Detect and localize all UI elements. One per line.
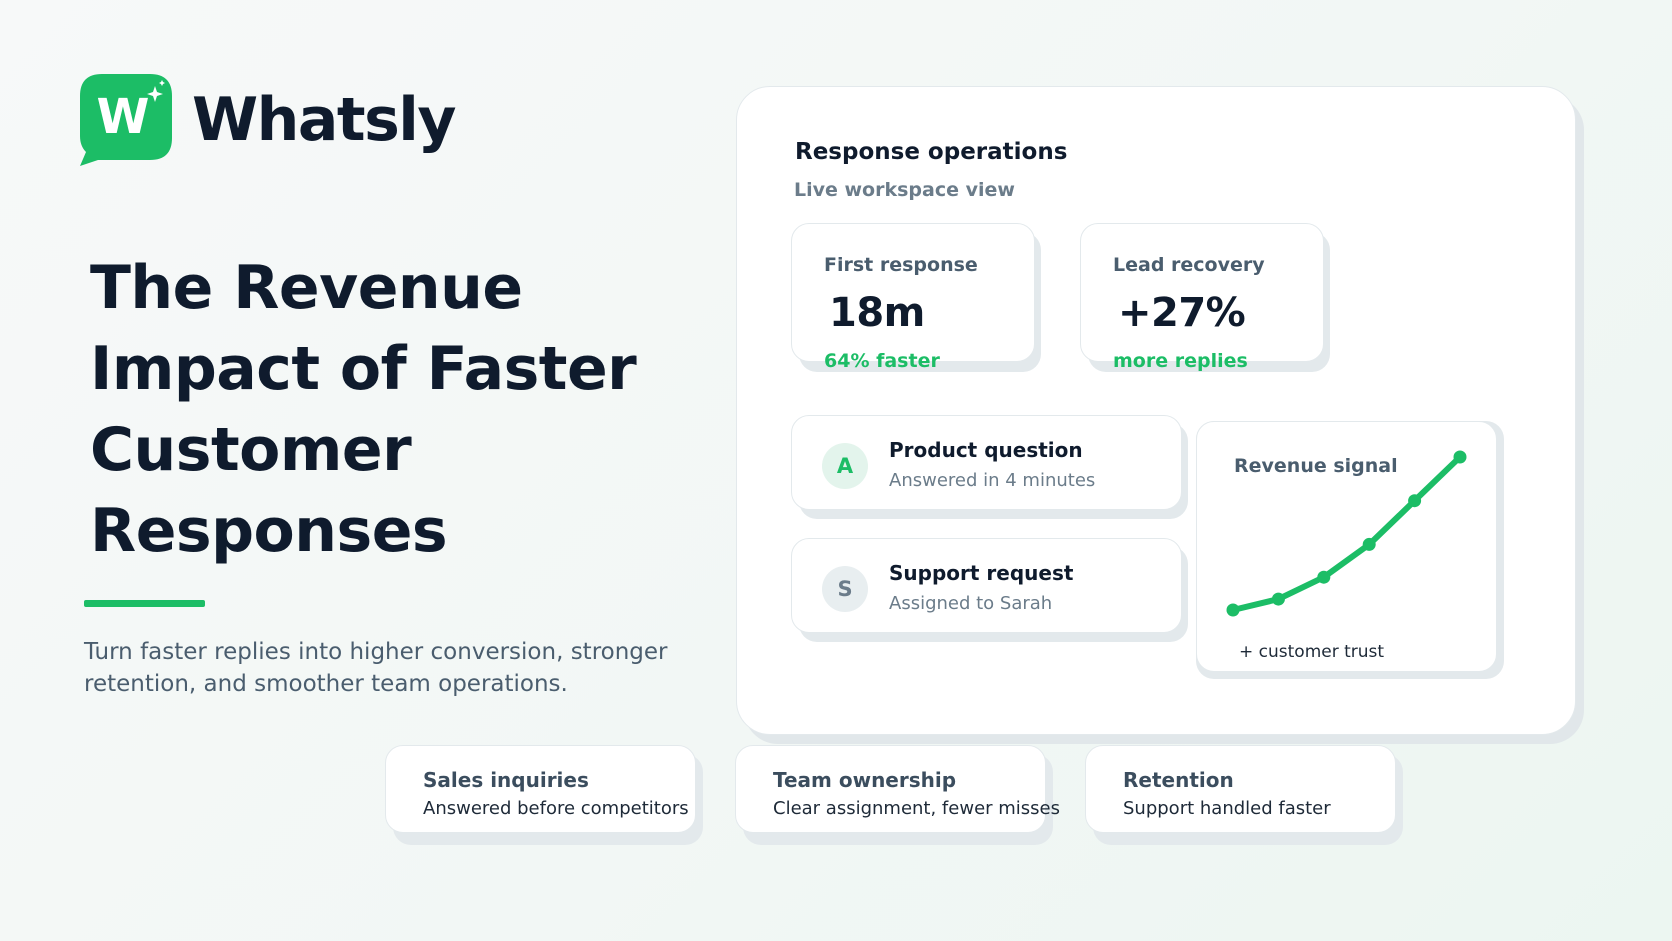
stat-card-first-response: First response 18m 64% faster xyxy=(791,223,1035,372)
feature-detail: Support handled faster xyxy=(1123,798,1331,819)
brand-name: Whatsly xyxy=(192,85,456,155)
sparkline-point xyxy=(1362,537,1376,551)
stat-value: 18m xyxy=(829,290,925,336)
message-card-product-question[interactable]: A Product question Answered in 4 minutes xyxy=(791,415,1182,510)
message-detail: Answered in 4 minutes xyxy=(889,470,1096,491)
feature-detail: Clear assignment, fewer misses xyxy=(773,798,1061,819)
chat-bubble-logo-icon: W xyxy=(80,74,172,166)
stat-label: Lead recovery xyxy=(1113,254,1265,276)
page-headline: The Revenue Impact of Faster Customer Re… xyxy=(90,253,637,566)
stat-note: more replies xyxy=(1113,350,1248,372)
panel-title: Response operations xyxy=(795,139,1068,165)
page-subtitle: Turn faster replies into higher conversi… xyxy=(84,639,668,697)
feature-detail: Answered before competitors xyxy=(423,798,689,819)
panel-subtitle: Live workspace view xyxy=(794,179,1015,201)
sparkline-point xyxy=(1453,450,1467,464)
feature-card-sales-inquiries: Sales inquiries Answered before competit… xyxy=(385,745,696,833)
revenue-signal-card: Revenue signal + customer trust xyxy=(1196,421,1497,672)
message-title: Product question xyxy=(889,438,1083,462)
sparkline-point xyxy=(1226,603,1240,617)
stat-card-lead-recovery: Lead recovery +27% more replies xyxy=(1080,223,1324,372)
logo-mark-letter: W xyxy=(96,89,150,145)
feature-card-retention: Retention Support handled faster xyxy=(1085,745,1396,833)
response-operations-panel: Response operations Live workspace view … xyxy=(736,86,1576,735)
avatar: S xyxy=(822,566,868,612)
accent-divider xyxy=(84,600,205,607)
message-card-support-request[interactable]: S Support request Assigned to Sarah xyxy=(791,538,1182,633)
avatar: A xyxy=(822,443,868,489)
message-detail: Assigned to Sarah xyxy=(889,593,1053,614)
revenue-signal-label: Revenue signal xyxy=(1234,455,1398,477)
feature-card-team-ownership: Team ownership Clear assignment, fewer m… xyxy=(735,745,1060,833)
sparkline-path xyxy=(1230,454,1463,613)
revenue-signal-sparkline xyxy=(1226,450,1467,617)
revenue-signal-footnote: + customer trust xyxy=(1239,642,1385,662)
feature-title: Team ownership xyxy=(773,768,957,792)
stat-note: 64% faster xyxy=(824,350,940,372)
message-title: Support request xyxy=(889,561,1074,585)
sparkline-point xyxy=(1271,592,1285,606)
stat-value: +27% xyxy=(1118,290,1246,336)
sparkline-point xyxy=(1408,494,1422,508)
brand-logo: W Whatsly xyxy=(80,74,456,166)
feature-title: Retention xyxy=(1123,768,1234,792)
feature-title: Sales inquiries xyxy=(423,768,589,792)
stat-label: First response xyxy=(824,254,978,276)
sparkline-point xyxy=(1317,570,1331,584)
